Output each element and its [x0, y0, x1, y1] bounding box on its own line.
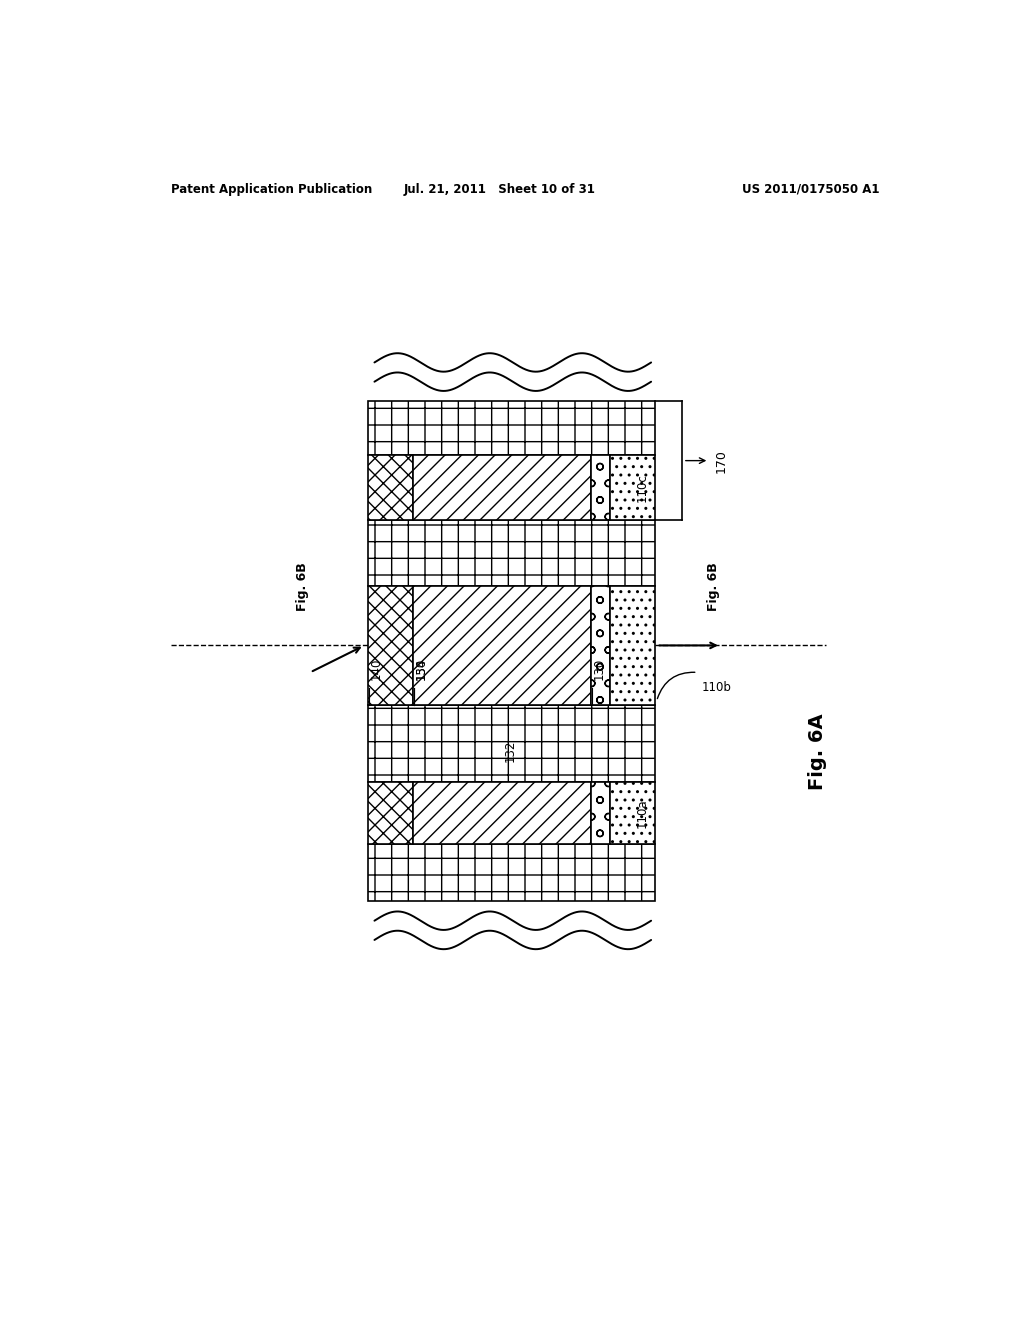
Text: Patent Application Publication: Patent Application Publication [171, 182, 372, 195]
Bar [369, 586, 414, 705]
Text: 140: 140 [370, 659, 383, 681]
Bar [414, 586, 592, 705]
Text: 170: 170 [715, 449, 728, 473]
Text: US 2011/0175050 A1: US 2011/0175050 A1 [742, 182, 880, 195]
Text: 150: 150 [415, 659, 428, 681]
Bar [592, 586, 610, 705]
Text: Jul. 21, 2011   Sheet 10 of 31: Jul. 21, 2011 Sheet 10 of 31 [404, 182, 596, 195]
Bar [369, 401, 655, 455]
Bar [592, 781, 610, 843]
Bar [592, 455, 610, 520]
Bar [414, 781, 592, 843]
Text: 132: 132 [504, 741, 517, 763]
Bar [369, 843, 655, 902]
Bar [369, 520, 655, 586]
Bar [369, 705, 655, 781]
Text: Fig. 6A: Fig. 6A [808, 713, 827, 789]
Text: Fig. 6B: Fig. 6B [296, 562, 309, 611]
Text: 110a: 110a [636, 799, 648, 828]
Text: 134: 134 [415, 659, 428, 681]
Bar [610, 455, 655, 520]
Text: Fig. 6B: Fig. 6B [707, 562, 720, 611]
Text: 110c: 110c [636, 473, 648, 502]
Bar [369, 455, 414, 520]
Bar [610, 781, 655, 843]
Bar [414, 455, 592, 520]
Text: 110b: 110b [701, 681, 731, 694]
Bar [610, 586, 655, 705]
Bar [369, 781, 414, 843]
Text: 130: 130 [593, 659, 606, 681]
